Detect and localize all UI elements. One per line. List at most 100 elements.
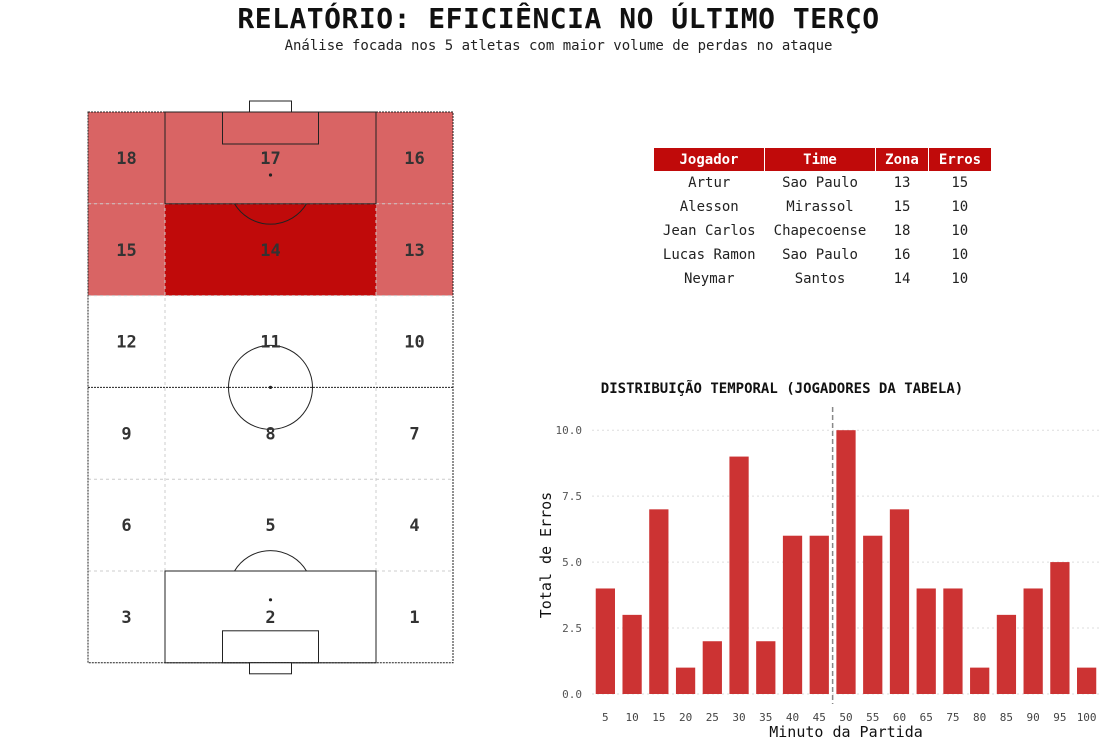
y-tick-label: 7.5 <box>562 490 582 503</box>
x-tick-label: 90 <box>1027 711 1040 724</box>
zone-cell <box>165 571 376 663</box>
bar <box>863 535 883 694</box>
cell-team: Chapecoense <box>773 223 867 239</box>
column-header-player: Jogador <box>654 148 765 171</box>
table-row: Lucas Ramon Sao Paulo 16 10 <box>654 243 991 267</box>
zone-label: 7 <box>409 424 419 444</box>
zone-label: 4 <box>409 516 419 536</box>
zone-cell <box>88 571 165 663</box>
bar <box>622 614 642 694</box>
zone-cell <box>165 112 376 204</box>
column-header-errors: Erros <box>928 148 991 171</box>
cell-player: Artur <box>688 175 731 191</box>
center-spot <box>268 385 273 389</box>
zone-label: 17 <box>260 149 280 169</box>
x-tick-label: 50 <box>839 711 852 724</box>
y-tick-label: 5.0 <box>562 556 582 569</box>
cell-errors: 10 <box>951 199 969 215</box>
zone-cell <box>376 479 453 571</box>
bar <box>836 430 856 694</box>
table-header-row: Jogador Time Zona Erros <box>654 148 991 171</box>
report-subtitle: Análise focada nos 5 atletas com maior v… <box>284 38 833 54</box>
bar <box>1023 588 1043 694</box>
zone-cell <box>88 203 165 296</box>
cell-player: Lucas Ramon <box>662 247 756 263</box>
bar <box>756 641 776 694</box>
bar <box>809 535 829 694</box>
report-title: RELATÓRIO: EFICIÊNCIA NO ÚLTIMO TERÇO <box>237 2 880 35</box>
table-row: Jean Carlos Chapecoense 18 10 <box>654 219 991 243</box>
zone-cell <box>88 479 165 571</box>
zone-cell <box>165 387 376 480</box>
zone-cell <box>88 112 165 204</box>
table-row: Neymar Santos 14 10 <box>654 267 991 291</box>
bar <box>649 509 669 694</box>
cell-team: Santos <box>794 271 846 287</box>
cell-errors: 10 <box>951 247 969 263</box>
x-axis-label: Minuto da Partida <box>769 723 923 741</box>
bar <box>996 614 1017 694</box>
cell-zone: 13 <box>893 175 911 191</box>
x-tick-label: 5 <box>602 711 609 724</box>
bar <box>970 667 990 694</box>
column-header-team: Time <box>764 148 876 171</box>
zone-cell <box>376 387 453 480</box>
x-tick-label: 95 <box>1053 711 1066 724</box>
cell-team: Sao Paulo <box>782 175 858 191</box>
top-penalty-arc <box>234 203 307 225</box>
y-tick-label: 10.0 <box>556 424 583 437</box>
cell-errors: 10 <box>951 223 969 239</box>
zone-label: 11 <box>260 333 280 353</box>
x-tick-label: 55 <box>866 711 879 724</box>
x-tick-label: 80 <box>973 711 986 724</box>
x-tick-label: 45 <box>813 711 826 724</box>
x-tick-label: 40 <box>786 711 799 724</box>
cell-errors: 15 <box>951 175 969 191</box>
bar <box>943 588 963 694</box>
zone-cell <box>376 203 453 296</box>
zone-label: 3 <box>121 608 131 628</box>
cell-team: Sao Paulo <box>782 247 858 263</box>
zone-cell <box>165 203 376 296</box>
x-tick-label: 65 <box>920 711 933 724</box>
y-axis-label: Total de Erros <box>537 492 555 618</box>
table-row: Artur Sao Paulo 13 15 <box>654 171 991 195</box>
zone-cell <box>88 295 165 388</box>
x-tick-label: 10 <box>625 711 638 724</box>
y-tick-label: 2.5 <box>562 622 582 635</box>
zone-cell <box>165 295 376 388</box>
center-circle <box>228 344 313 430</box>
top-penalty-spot <box>268 173 273 177</box>
zone-cell <box>376 112 453 204</box>
zone-label: 16 <box>404 149 424 169</box>
x-tick-label: 20 <box>679 711 692 724</box>
zone-label: 18 <box>116 149 136 169</box>
bar <box>889 509 910 694</box>
zone-label: 14 <box>260 241 280 261</box>
cell-zone: 15 <box>893 199 911 215</box>
zone-label: 8 <box>265 424 275 444</box>
bar <box>1077 667 1097 694</box>
temporal-distribution-chart: DISTRIBUIÇÃO TEMPORAL (JOGADORES DA TABE… <box>537 380 1100 741</box>
cell-player: Jean Carlos <box>662 223 756 239</box>
zone-label: 5 <box>265 516 275 536</box>
players-table-container: Jogador Time Zona Erros Artur Sao Paulo … <box>654 148 991 291</box>
zone-label: 15 <box>116 241 136 261</box>
zone-cell <box>376 571 453 663</box>
cell-errors: 10 <box>951 271 969 287</box>
zone-cell <box>376 295 453 388</box>
bar <box>702 641 722 694</box>
x-tick-label: 15 <box>652 711 665 724</box>
cell-player: Neymar <box>683 271 735 287</box>
bar <box>595 588 615 694</box>
x-tick-label: 60 <box>893 711 906 724</box>
x-tick-label: 100 <box>1077 711 1097 724</box>
zone-label: 9 <box>121 424 131 444</box>
cell-zone: 16 <box>893 247 911 263</box>
cell-zone: 18 <box>893 223 911 239</box>
table-row: Alesson Mirassol 15 10 <box>654 195 991 219</box>
zone-label: 1 <box>409 608 419 628</box>
cell-player: Alesson <box>679 199 739 215</box>
zone-label: 2 <box>265 608 275 628</box>
bar <box>1050 562 1070 694</box>
